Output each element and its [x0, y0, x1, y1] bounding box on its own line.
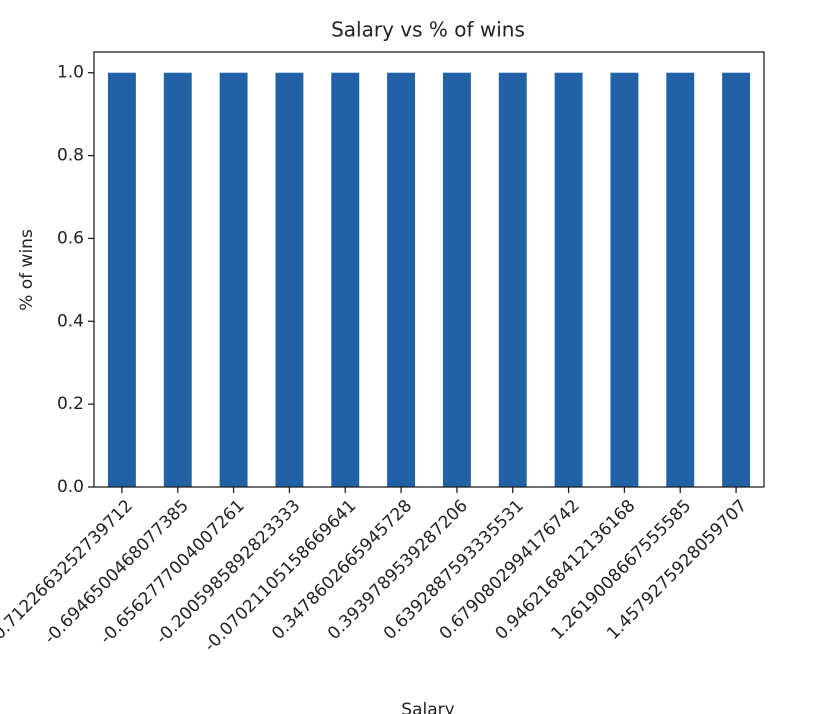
- bar: [387, 72, 416, 487]
- bar: [498, 72, 527, 487]
- x-axis-label: Salary: [401, 700, 454, 714]
- y-tick-label: 0.6: [57, 228, 84, 248]
- y-tick-label: 0.2: [57, 394, 84, 414]
- bar: [554, 72, 583, 487]
- bar: [219, 72, 248, 487]
- bar: [666, 72, 695, 487]
- bar: [610, 72, 639, 487]
- y-tick-label: 0.8: [57, 146, 84, 166]
- y-axis-label: % of wins: [17, 229, 37, 311]
- bar: [331, 72, 360, 487]
- y-tick-label: 0.0: [57, 477, 84, 497]
- y-tick-label: 1.0: [57, 63, 84, 83]
- y-tick-label: 0.4: [57, 311, 84, 331]
- bar: [275, 72, 304, 487]
- bar: [107, 72, 136, 487]
- chart-title: Salary vs % of wins: [331, 18, 525, 42]
- bar: [163, 72, 192, 487]
- bar: [442, 72, 471, 487]
- plot-frame: [93, 51, 765, 488]
- bar: [722, 72, 751, 487]
